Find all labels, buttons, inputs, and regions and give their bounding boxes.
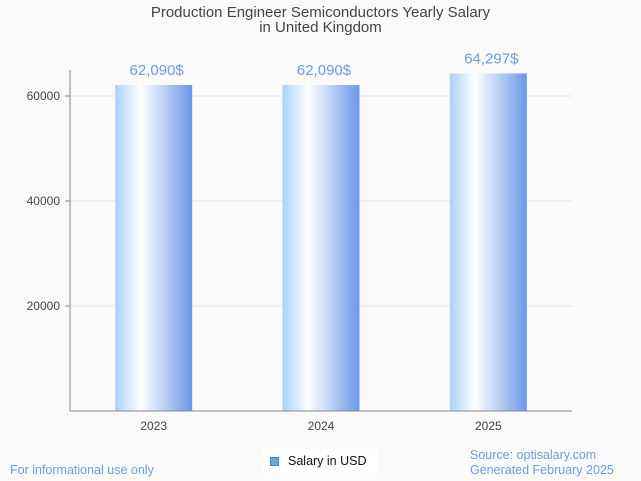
data-label: 62,090$ (130, 62, 185, 79)
data-labels: 62,090$ 62,090$ 64,297$ (130, 50, 520, 79)
bar-2025 (449, 73, 527, 412)
generated-date: Generated February 2025 (470, 463, 614, 477)
y-tick-label: 40000 (27, 194, 61, 208)
data-label: 64,297$ (464, 50, 519, 67)
x-ticks: 2023 2024 2025 (140, 419, 502, 433)
x-tick-label: 2025 (475, 419, 502, 433)
axes (69, 70, 572, 412)
legend: Salary in USD (263, 449, 378, 473)
chart-title: Production Engineer Semiconductors Yearl… (150, 4, 491, 21)
disclaimer: For informational use only (10, 463, 154, 477)
bar-2024 (282, 85, 360, 411)
source-text: Source: optisalary.com (470, 448, 597, 462)
y-ticks: 20000 40000 60000 (27, 89, 70, 313)
legend-swatch (270, 457, 279, 466)
y-tick-label: 60000 (27, 89, 61, 103)
data-label: 62,090$ (297, 62, 352, 79)
bar-2023 (115, 85, 193, 411)
y-tick-label: 20000 (27, 299, 61, 313)
x-tick-label: 2023 (140, 419, 167, 433)
legend-label: Salary in USD (288, 454, 367, 468)
chart-subtitle: in United Kingdom (259, 19, 382, 36)
bars (115, 73, 527, 412)
x-tick-label: 2024 (308, 419, 335, 433)
